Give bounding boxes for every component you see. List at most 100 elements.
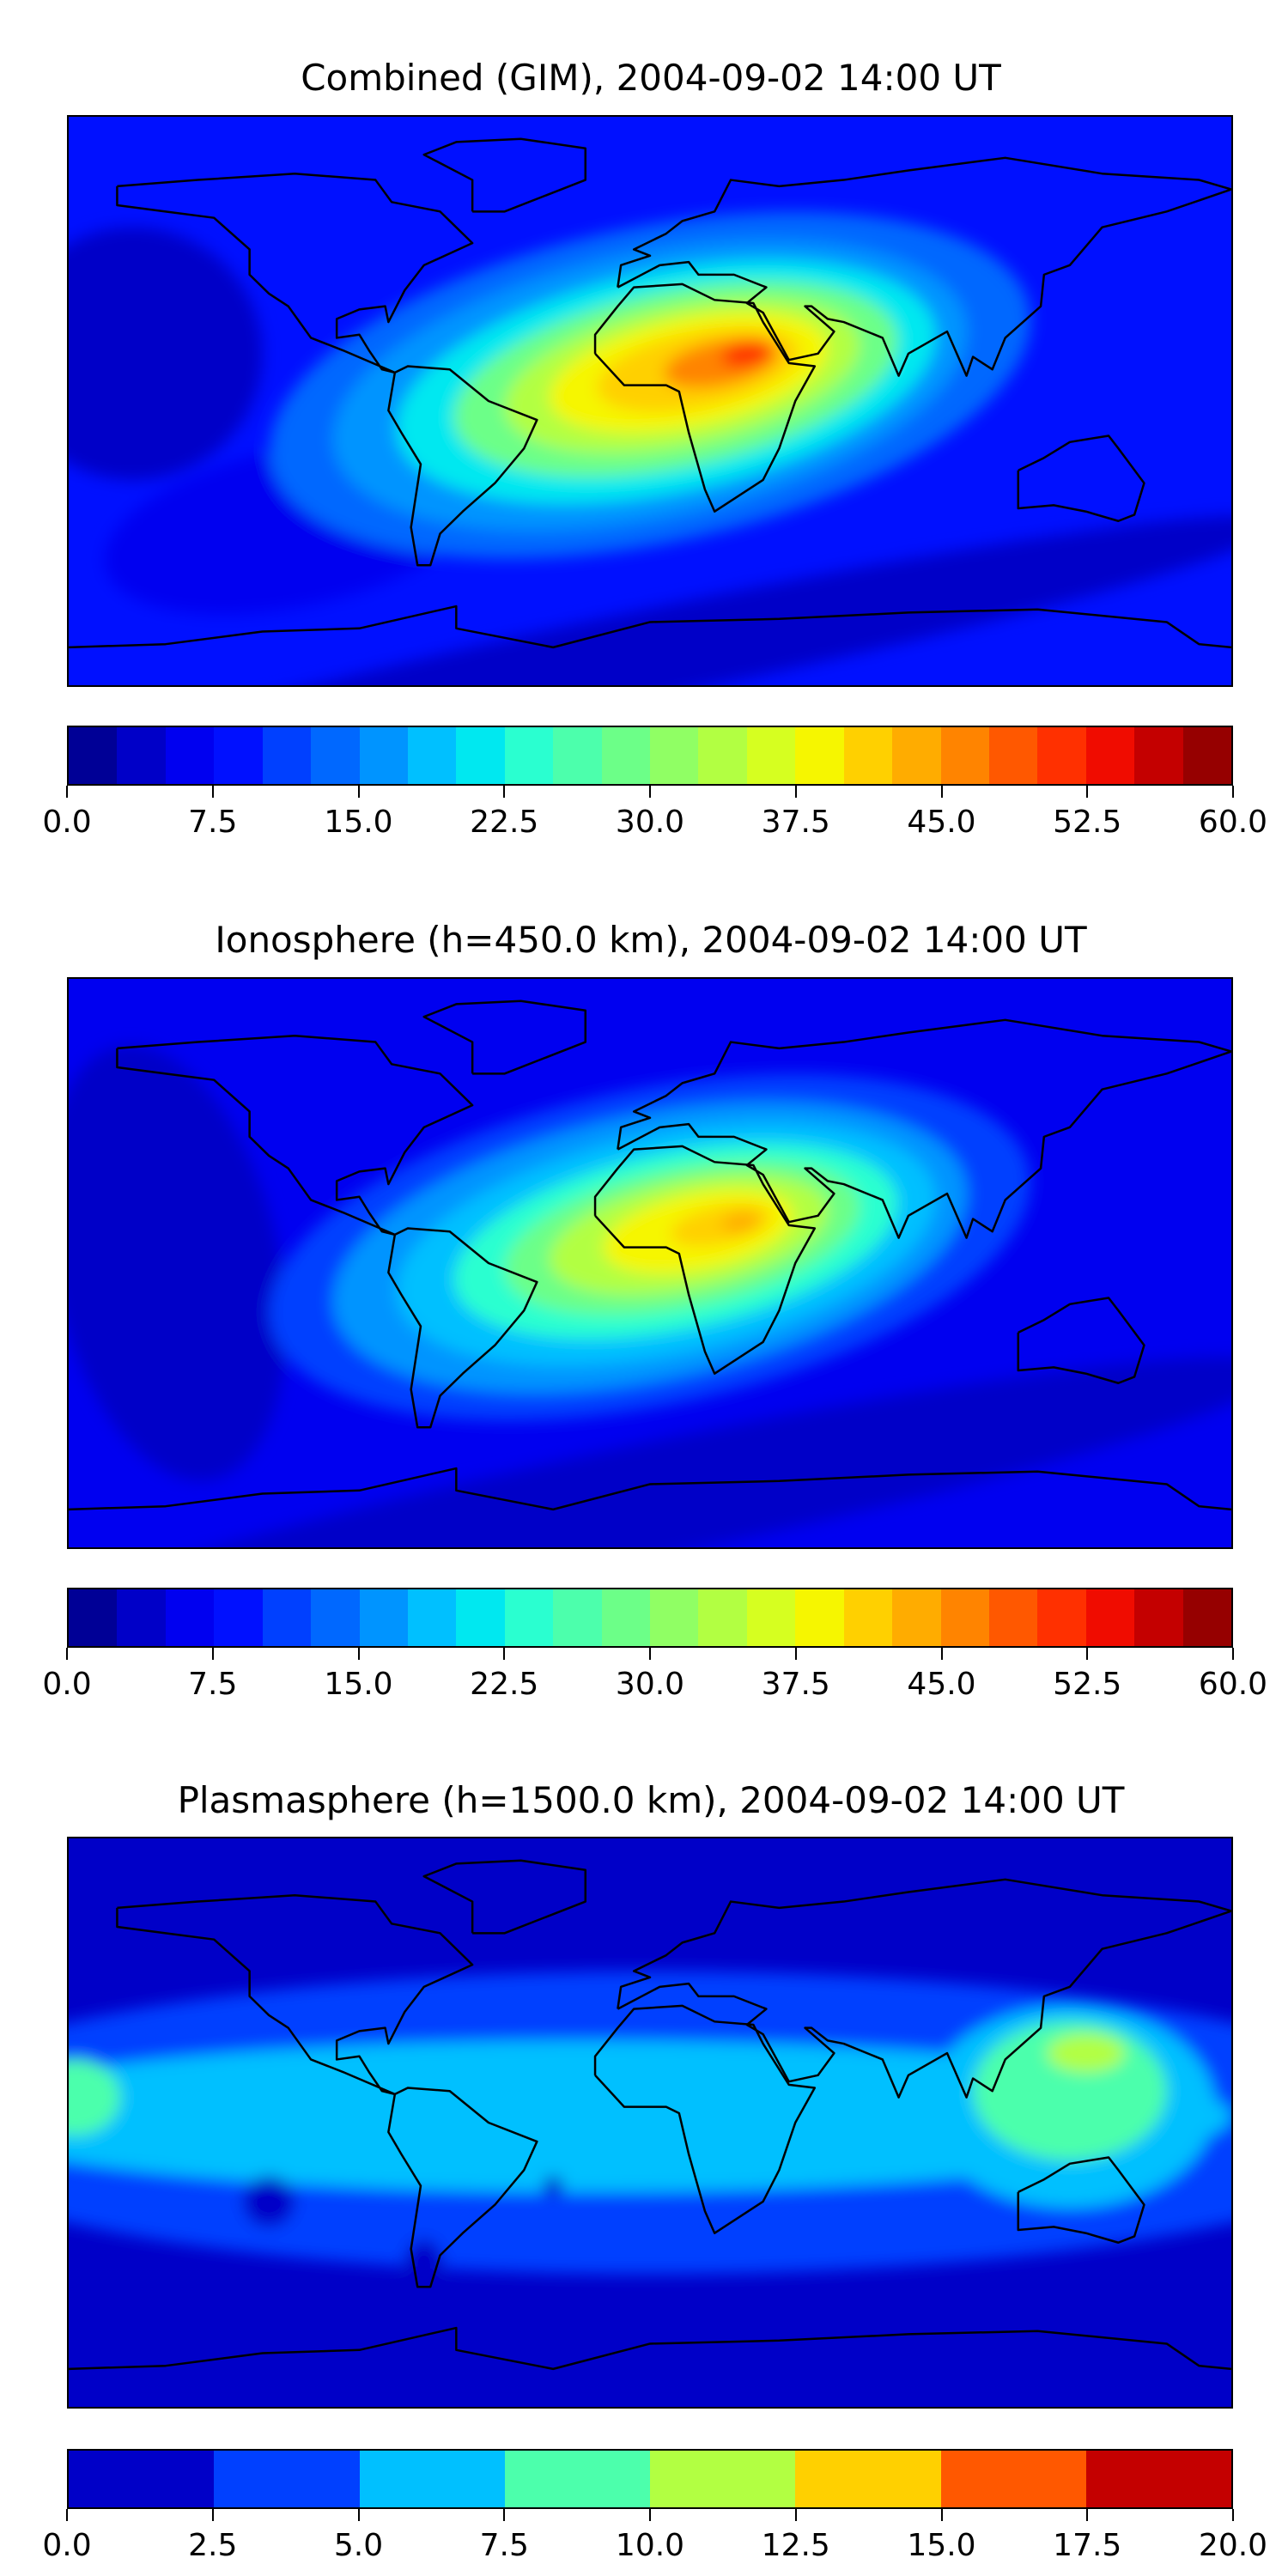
colorbar-segment [456,727,505,784]
colorbar-tick [649,1648,651,1660]
colorbar-segment [650,2451,796,2507]
colorbar-tick [1086,2509,1089,2521]
colorbar-segment [1134,1589,1183,1646]
colorbar-tick-label: 10.0 [615,2528,685,2563]
colorbar-segment [650,727,699,784]
colorbar-segment [214,1589,263,1646]
colorbar-segment [504,1589,554,1646]
coastline [617,158,1231,376]
colorbar-segment [698,727,747,784]
colorbar-segment [843,727,893,784]
coastline [388,367,537,566]
coastline [595,1146,815,1374]
coastline [388,2088,537,2287]
colorbar-tick [66,1648,68,1660]
colorbar-tick-label: 52.5 [1053,805,1122,840]
colorbar-tick [940,1648,943,1660]
colorbar-tick-label: 60.0 [1198,1667,1268,1702]
contour-region [243,2176,295,2227]
coastline [1018,2157,1145,2242]
colorbar-segment [795,727,844,784]
colorbar-tick-label: 12.5 [761,2528,830,2563]
contour-region [721,1212,760,1232]
colorbar-segment [504,2451,650,2507]
colorbar-segment [359,727,408,784]
colorbar-tick-label: 5.0 [333,2528,384,2563]
coastline [117,173,472,373]
contour-region [721,340,773,368]
colorbar [67,726,1233,786]
colorbar-segment [1037,1589,1086,1646]
colorbar-segment [165,727,215,784]
colorbar-tick [211,786,214,798]
colorbar-tick [794,2509,797,2521]
colorbar-segment [69,727,118,784]
colorbar-tick [503,2509,506,2521]
colorbar-segment [69,1589,118,1646]
colorbar-tick [940,2509,943,2521]
colorbar-segment [553,727,602,784]
colorbar-segment [117,1589,166,1646]
colorbar-tick [503,786,506,798]
map-svg [69,979,1231,1547]
colorbar-tick [1086,786,1089,798]
colorbar-tick [357,1648,360,1660]
colorbar-tick [211,2509,214,2521]
contour-region [543,2176,563,2196]
colorbar-tick-label: 2.5 [188,2528,238,2563]
colorbar-segment [1085,1589,1135,1646]
colorbar-segment [1182,727,1232,784]
colorbar-segment [117,727,166,784]
colorbar-tick [940,786,943,798]
colorbar-tick-label: 45.0 [907,1667,976,1702]
colorbar-segment [746,727,796,784]
colorbar-segment [989,1589,1038,1646]
coastline [424,139,586,212]
colorbar-ticks: 0.0 2.5 5.0 7.5 10.0 12.5 15.0 17.5 20.0 [42,2509,1267,2569]
colorbar-tick [357,786,360,798]
colorbar-tick-label: 22.5 [470,1667,539,1702]
colorbar-tick [66,786,68,798]
colorbar-tick [649,2509,651,2521]
colorbar-segment [795,1589,844,1646]
colorbar-tick [1232,2509,1234,2521]
colorbar-segment [1085,2451,1231,2507]
colorbar-segment [1182,1589,1232,1646]
colorbar-segment [407,1589,457,1646]
colorbar-tick [1232,1648,1234,1660]
colorbar-segment [262,1589,312,1646]
colorbar-tick [649,786,651,798]
contour-region [69,515,1231,685]
map-plot [67,1837,1233,2409]
coastline [1018,435,1145,520]
coastline [595,2006,815,2233]
colorbar-segment [262,727,312,784]
map-svg [69,117,1231,685]
colorbar-tick-label: 30.0 [615,1667,685,1702]
colorbar-segment [69,2451,215,2507]
colorbar-segment [214,2451,360,2507]
colorbar-segment [940,1589,990,1646]
coastline [69,606,1231,647]
colorbar-segment [892,1589,941,1646]
colorbar-tick [357,2509,360,2521]
colorbar-tick-label: 15.0 [324,805,393,840]
colorbar-tick-label: 17.5 [1053,2528,1122,2563]
colorbar-segment [165,1589,215,1646]
colorbar-segment [311,727,360,784]
coastline [388,1229,537,1428]
colorbar-ticks: 0.0 7.5 15.0 22.5 30.0 37.5 45.0 52.5 60.0 [42,1648,1267,1708]
colorbar-segment [359,1589,408,1646]
contour-region [69,1357,1231,1547]
chart-title: Combined (GIM), 2004-09-02 14:00 UT [301,57,1001,99]
colorbar-segment [601,1589,651,1646]
colorbar-tick-label: 7.5 [188,1667,238,1702]
colorbar-segment [940,2451,1086,2507]
colorbar-ticks: 0.0 7.5 15.0 22.5 30.0 37.5 45.0 52.5 60.0 [42,786,1267,846]
colorbar-tick-label: 0.0 [42,1667,92,1702]
map-plot [67,977,1233,1549]
colorbar-tick-label: 15.0 [324,1667,393,1702]
map-plot [67,115,1233,687]
colorbar-tick-label: 37.5 [761,1667,830,1702]
coastline [617,1020,1231,1238]
